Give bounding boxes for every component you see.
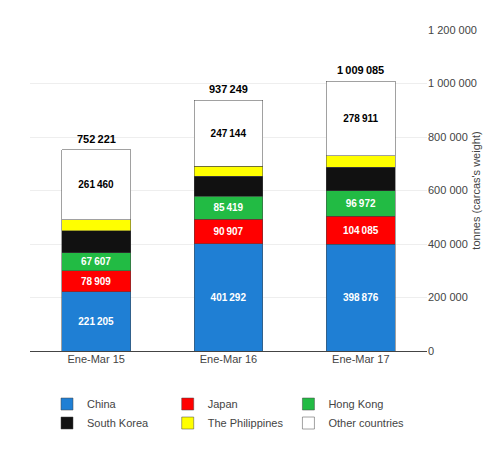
svg-text:800 000: 800 000 <box>428 131 468 143</box>
svg-text:278 911: 278 911 <box>343 113 378 124</box>
svg-text:Ene-Mar 15: Ene-Mar 15 <box>67 353 124 365</box>
svg-text:South Korea: South Korea <box>87 417 149 429</box>
svg-text:1 200 000: 1 200 000 <box>428 24 477 36</box>
svg-text:261 460: 261 460 <box>78 179 114 190</box>
svg-text:tonnes (carcas's weight): tonnes (carcas's weight) <box>470 131 482 249</box>
svg-text:Other countries: Other countries <box>328 417 404 429</box>
svg-text:247 144: 247 144 <box>211 128 247 139</box>
svg-text:The Philippines: The Philippines <box>208 417 284 429</box>
svg-text:221 205: 221 205 <box>78 316 114 327</box>
svg-text:1 009 085: 1 009 085 <box>337 64 384 76</box>
svg-text:400 000: 400 000 <box>428 238 468 250</box>
svg-text:67 607: 67 607 <box>81 256 111 267</box>
svg-text:85 419: 85 419 <box>213 202 243 213</box>
svg-text:104 085: 104 085 <box>343 225 379 236</box>
svg-text:Ene-Mar 16: Ene-Mar 16 <box>200 353 257 365</box>
svg-text:96 972: 96 972 <box>346 198 376 209</box>
svg-text:398 876: 398 876 <box>343 292 379 303</box>
svg-text:1 000 000: 1 000 000 <box>428 77 477 89</box>
svg-text:Hong Kong: Hong Kong <box>328 398 383 410</box>
svg-text:0: 0 <box>428 345 434 357</box>
svg-text:Ene-Mar 17: Ene-Mar 17 <box>332 353 389 365</box>
svg-text:Japan: Japan <box>208 398 238 410</box>
svg-text:600 000: 600 000 <box>428 184 468 196</box>
svg-text:China: China <box>87 398 117 410</box>
svg-text:401 292: 401 292 <box>211 292 247 303</box>
svg-text:752 221: 752 221 <box>77 133 116 145</box>
svg-text:937 249: 937 249 <box>209 83 248 95</box>
svg-text:78 909: 78 909 <box>81 276 111 287</box>
svg-text:90 907: 90 907 <box>213 226 243 237</box>
svg-text:200 000: 200 000 <box>428 291 468 303</box>
